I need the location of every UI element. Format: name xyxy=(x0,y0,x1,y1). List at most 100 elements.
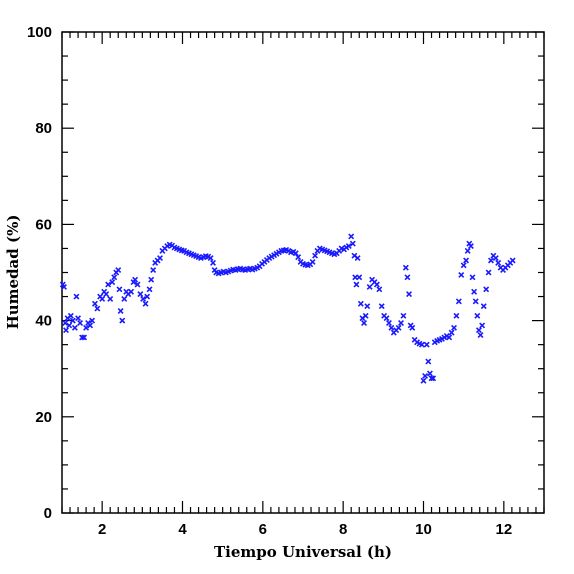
data-point xyxy=(115,267,122,274)
axis-ticks xyxy=(61,31,545,514)
data-point xyxy=(357,300,364,307)
data-point xyxy=(425,358,432,365)
data-point xyxy=(463,257,470,264)
data-point xyxy=(402,264,409,271)
data-point xyxy=(426,370,433,377)
data-point xyxy=(428,375,435,382)
y-tick-label: 60 xyxy=(35,216,52,233)
data-point xyxy=(366,283,373,290)
data-point xyxy=(354,255,361,262)
x-tick-label: 10 xyxy=(415,521,432,538)
data-point xyxy=(422,372,429,379)
data-point xyxy=(423,341,430,348)
data-point xyxy=(406,291,413,298)
data-point xyxy=(295,254,302,261)
data-point xyxy=(480,303,487,310)
data-point xyxy=(385,320,392,326)
y-tick-label: 40 xyxy=(35,313,52,330)
data-point xyxy=(495,259,502,266)
data-point xyxy=(455,298,462,305)
data-point xyxy=(509,257,516,264)
data-point xyxy=(420,377,427,384)
data-point xyxy=(292,250,299,257)
y-tick-label: 0 xyxy=(44,505,52,522)
data-point xyxy=(388,324,395,331)
data-point xyxy=(140,295,147,302)
data-point xyxy=(479,322,486,329)
data-point xyxy=(210,259,216,266)
data-point xyxy=(75,315,82,322)
data-points xyxy=(59,233,516,384)
data-point xyxy=(309,258,316,265)
data-point xyxy=(418,341,425,348)
data-point xyxy=(345,243,352,250)
data-point xyxy=(474,312,481,319)
data-point xyxy=(94,305,101,312)
data-point xyxy=(62,320,69,326)
data-point xyxy=(109,279,116,286)
data-point xyxy=(66,322,73,329)
data-point xyxy=(460,262,467,269)
plot-frame xyxy=(61,31,545,514)
data-point xyxy=(89,317,96,324)
data-point xyxy=(111,274,118,281)
data-point xyxy=(87,322,94,329)
data-point xyxy=(348,233,355,240)
x-tick-label: 2 xyxy=(98,521,106,538)
data-point xyxy=(148,276,155,283)
data-point xyxy=(477,332,484,338)
data-point xyxy=(353,281,360,288)
data-point xyxy=(77,320,84,326)
data-point xyxy=(467,243,474,250)
data-point xyxy=(99,295,106,302)
data-point xyxy=(312,252,319,259)
data-point xyxy=(105,281,112,288)
data-point xyxy=(349,240,356,247)
data-point xyxy=(67,312,74,319)
data-point xyxy=(132,276,139,283)
data-point xyxy=(61,283,67,290)
data-point xyxy=(150,267,157,274)
y-tick-label: 100 xyxy=(27,24,52,41)
data-point xyxy=(409,324,416,331)
data-point xyxy=(128,288,135,295)
data-point xyxy=(400,312,407,319)
data-point xyxy=(492,255,499,262)
x-tick-label: 4 xyxy=(178,521,187,538)
axis-tick-labels: 2 4 6 8 10 12 0 20 40 60 80 100 xyxy=(27,24,512,538)
data-point xyxy=(144,293,151,300)
data-point xyxy=(472,298,479,305)
y-tick-label: 20 xyxy=(35,409,52,426)
data-point xyxy=(73,293,80,300)
data-point xyxy=(69,317,76,324)
data-point xyxy=(373,281,380,288)
data-point xyxy=(398,320,404,326)
data-point xyxy=(207,255,214,262)
data-point xyxy=(448,329,455,336)
data-point xyxy=(464,247,471,254)
data-point xyxy=(119,317,126,324)
data-point xyxy=(79,334,86,341)
y-axis-title: Humedad (%) xyxy=(4,215,22,330)
data-point xyxy=(362,312,369,319)
data-point xyxy=(451,324,457,331)
data-point xyxy=(361,320,368,326)
data-point xyxy=(395,324,402,331)
data-point xyxy=(71,324,78,331)
data-point xyxy=(471,288,478,295)
data-point xyxy=(446,334,453,341)
data-point xyxy=(121,295,128,302)
data-point xyxy=(107,295,114,302)
data-point xyxy=(116,286,123,293)
data-point xyxy=(458,271,465,278)
data-point xyxy=(157,255,163,262)
x-tick-label: 6 xyxy=(259,521,267,538)
data-point xyxy=(142,300,149,307)
x-tick-label: 12 xyxy=(495,521,512,538)
data-point xyxy=(453,312,460,319)
data-point xyxy=(91,300,98,307)
data-point xyxy=(117,308,124,314)
data-point xyxy=(378,303,385,310)
data-point xyxy=(485,269,492,276)
